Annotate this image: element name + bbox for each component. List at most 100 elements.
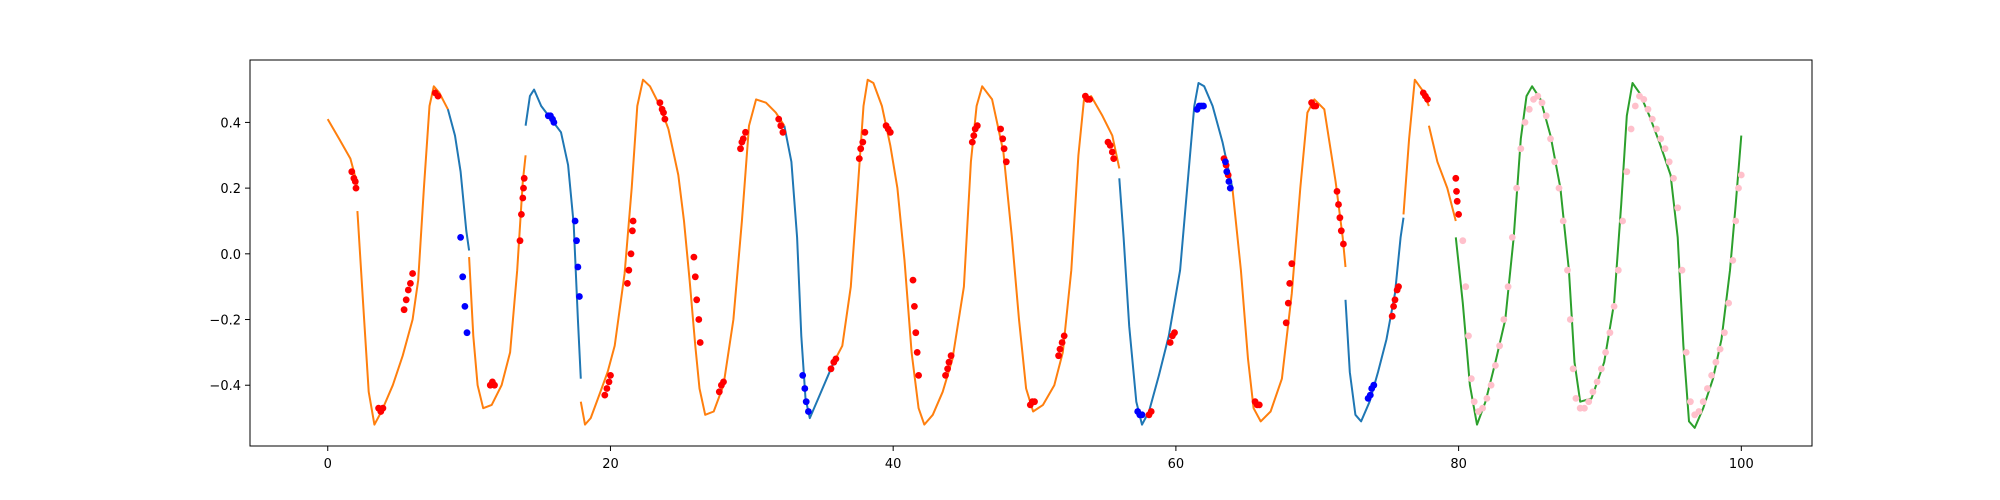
series-line-7 — [783, 125, 835, 420]
scatter-point — [1060, 332, 1068, 340]
scatter-point — [859, 138, 867, 146]
scatter-point — [827, 365, 835, 373]
scatter-point — [605, 378, 613, 386]
scatter-point — [695, 316, 703, 323]
scatter-point — [348, 168, 356, 176]
y-tick-label: 0.2 — [220, 182, 241, 197]
scatter-point — [516, 237, 524, 245]
scatter-point — [1284, 299, 1292, 307]
scatter-point — [1665, 158, 1673, 166]
scatter-point — [400, 306, 408, 314]
scatter-point — [1687, 398, 1694, 406]
scatter-point — [1031, 398, 1038, 406]
scatter-point — [1704, 385, 1711, 392]
scatter-point — [1453, 197, 1461, 205]
scatter-point — [857, 145, 865, 153]
series-line-9 — [1118, 82, 1234, 426]
scatter-point — [1465, 332, 1472, 340]
scatter-point — [1640, 96, 1648, 103]
scatter-point — [913, 349, 921, 356]
scatter-point — [1312, 102, 1320, 110]
scatter-point — [1282, 319, 1290, 327]
scatter-point — [1735, 184, 1742, 192]
y-tick-label: −0.2 — [209, 314, 241, 329]
scatter-point — [1678, 266, 1686, 274]
scatter-point — [1226, 184, 1234, 192]
scatter-point — [1286, 280, 1294, 287]
scatter-point — [1147, 408, 1155, 415]
scatter-point — [463, 329, 471, 337]
y-axis: −0.4 −0.2 0.0 0.2 0.4 — [209, 116, 250, 394]
scatter-point — [1581, 404, 1588, 412]
scatter-point — [1467, 375, 1475, 383]
scatter-point — [550, 119, 558, 126]
scatter-point — [945, 358, 953, 366]
scatter-point — [1479, 404, 1486, 412]
scatter-point — [779, 128, 787, 136]
scatter-point — [1255, 401, 1263, 409]
scatter-point — [1598, 365, 1605, 373]
scatter-point — [909, 276, 917, 284]
scatter-point — [1732, 217, 1740, 225]
plot-area — [249, 59, 1813, 447]
scatter-point — [1388, 312, 1396, 320]
scatter-point — [1335, 201, 1342, 208]
scatter-point — [404, 286, 412, 294]
scatter-point — [519, 194, 527, 202]
scatter-point — [1547, 135, 1554, 143]
scatter-point — [691, 273, 699, 281]
scatter-point — [1200, 102, 1207, 110]
scatter-point — [1517, 145, 1525, 153]
scatter-point — [1699, 398, 1707, 406]
scatter-point — [802, 398, 810, 406]
scatter-point — [1657, 135, 1665, 143]
scatter-point — [660, 109, 667, 116]
series-line-11 — [1344, 217, 1405, 423]
series-line-6 — [667, 98, 786, 416]
scatter-point — [861, 128, 869, 136]
scatter-point — [1674, 204, 1682, 212]
series-line-8 — [832, 78, 1121, 426]
scatter-point — [1108, 148, 1116, 156]
scatter-point — [459, 273, 467, 281]
scatter-point — [1606, 329, 1614, 337]
scatter-point — [1390, 303, 1397, 310]
scatter-point — [491, 381, 498, 389]
series-line-10 — [1231, 98, 1347, 423]
scatter-point — [1559, 217, 1567, 225]
series-line-3 — [468, 155, 527, 410]
scatter-point — [379, 404, 387, 412]
series-line-0 — [326, 118, 359, 186]
scatter-point — [1695, 408, 1703, 415]
scatter-point — [1555, 184, 1563, 192]
scatter-point — [947, 352, 955, 360]
scatter-point — [775, 115, 783, 123]
scatter-point — [1538, 99, 1546, 107]
scatter-point — [1593, 378, 1601, 386]
scatter-point — [1631, 102, 1639, 110]
scatter-point — [1487, 381, 1495, 389]
x-tick-label: 100 — [1729, 457, 1754, 472]
scatter-point — [1708, 372, 1715, 379]
y-tick-label: −0.4 — [209, 379, 241, 394]
scatter-point — [1661, 145, 1669, 153]
scatter-point — [1462, 283, 1470, 291]
scatter-point — [518, 211, 525, 218]
scatter-point — [1619, 217, 1626, 225]
plot-frame — [249, 59, 1813, 447]
scatter-point — [737, 145, 744, 153]
x-axis: 0 20 40 60 80 100 — [324, 446, 1754, 472]
scatter-point — [799, 372, 807, 379]
scatter-point — [625, 266, 633, 274]
scatter-point — [1610, 303, 1618, 310]
scatter-point — [973, 122, 981, 130]
scatter-point — [1452, 174, 1460, 182]
scatter-point — [1648, 115, 1656, 123]
scatter-point — [571, 217, 579, 225]
scatter-point — [1602, 349, 1609, 356]
scatter-point — [576, 293, 583, 300]
scatter-point — [1106, 142, 1114, 149]
scatter-point — [574, 263, 582, 271]
scatter-point — [1110, 155, 1118, 163]
scatter-point — [520, 184, 527, 192]
